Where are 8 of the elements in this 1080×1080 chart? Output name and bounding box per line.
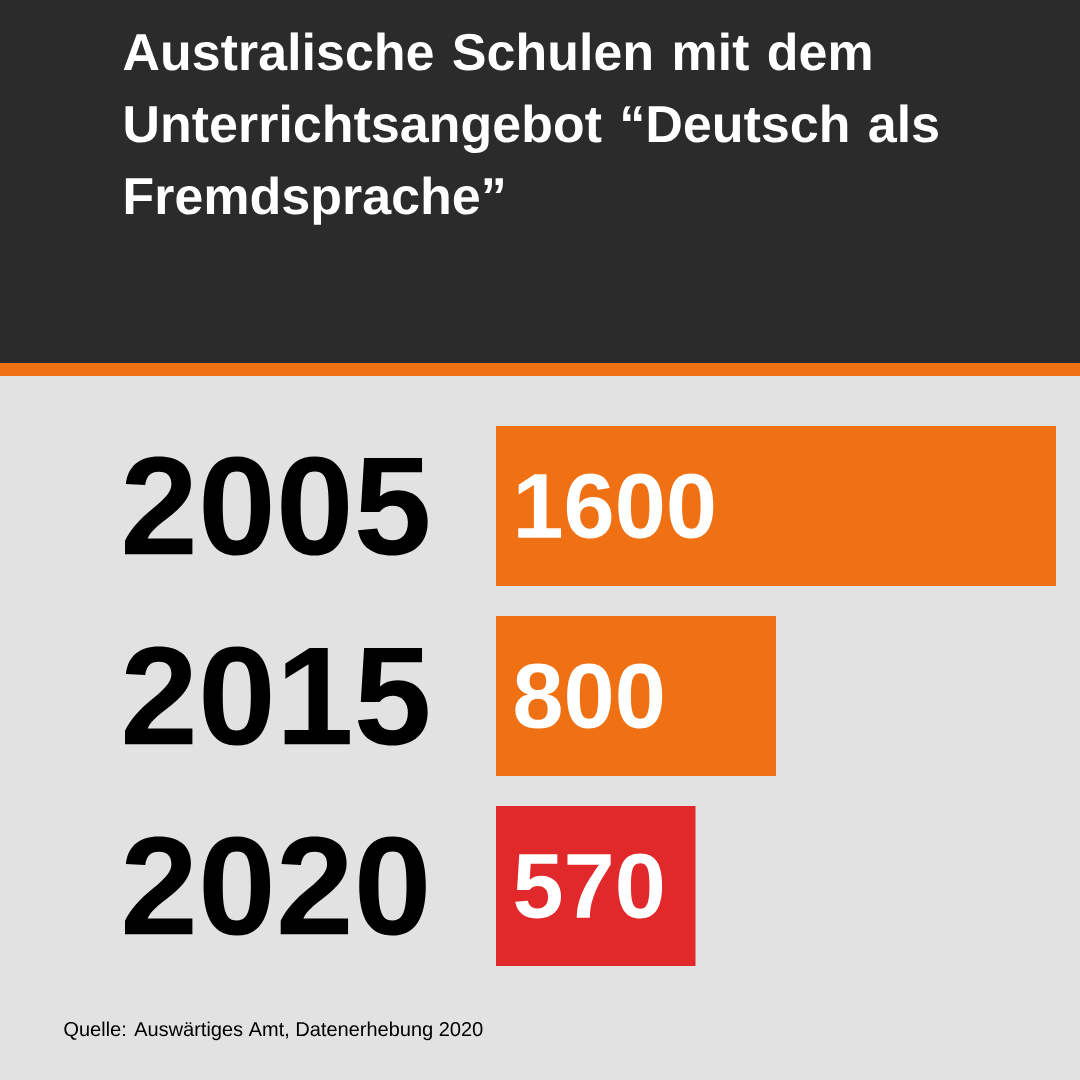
data-label: 570: [515, 853, 663, 919]
y-tick-label: 2015: [125, 646, 428, 746]
y-tick-label: 2020: [125, 836, 426, 936]
data-label: 1600: [518, 473, 714, 539]
source-note: Quelle: Auswärtiges Amt, Datenerhebung 2020: [64, 1021, 483, 1041]
chart-title: Australische Schulen mit dem Unterrichtsangebot “Deutsch als Fremdsprache”: [123, 32, 938, 225]
y-tick-label: 2005: [125, 456, 428, 556]
data-label: 800: [515, 663, 663, 729]
